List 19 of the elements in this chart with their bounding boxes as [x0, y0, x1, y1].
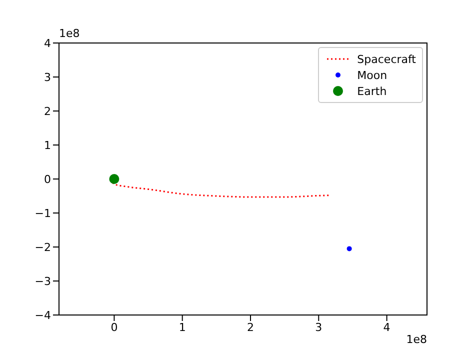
y-tick-label: 4 — [44, 36, 51, 50]
legend-label: Earth — [357, 84, 387, 98]
y-tick-label: −4 — [34, 308, 51, 322]
text: 1e8 — [59, 27, 80, 40]
legend-label: Moon — [357, 68, 388, 82]
x-tick-label: 0 — [110, 320, 118, 334]
y-tick-label: −1 — [34, 206, 51, 220]
x-tick-label: 2 — [246, 320, 254, 334]
y-tick-label: 1 — [44, 138, 51, 152]
x-tick-label: 1 — [178, 320, 186, 334]
y-tick-label: 3 — [44, 70, 51, 84]
y-tick-label: −2 — [34, 240, 51, 254]
x-tick-label: 4 — [383, 320, 390, 334]
text: 1e8 — [406, 333, 427, 346]
y-tick-label: −3 — [34, 274, 51, 288]
x-tick-label: 3 — [315, 320, 322, 334]
y-tick-label: 0 — [44, 172, 51, 186]
legend-label: Spacecraft — [357, 52, 416, 66]
y-tick-label: 2 — [44, 104, 51, 118]
